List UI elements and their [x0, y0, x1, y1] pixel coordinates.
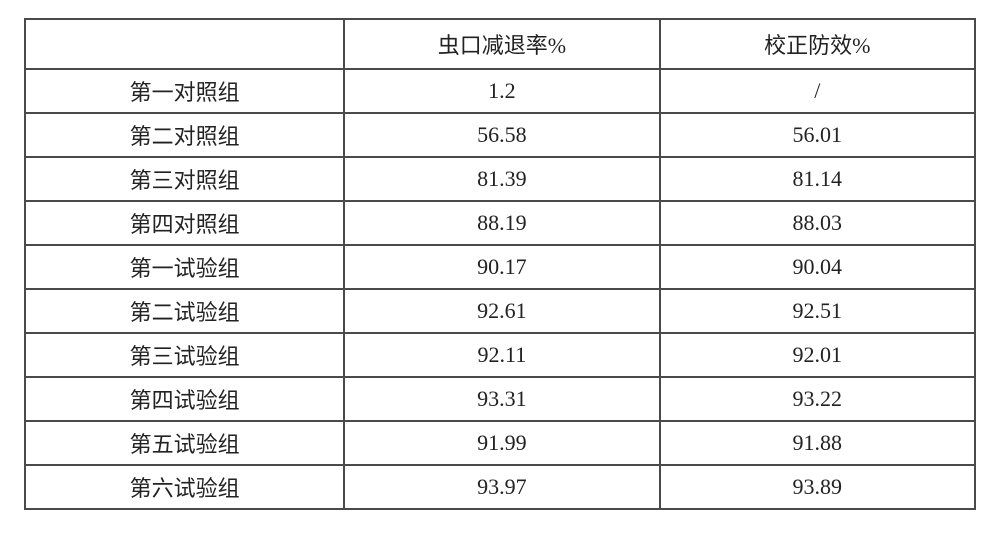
cell-effect: 88.03	[660, 201, 975, 245]
cell-rate: 91.99	[344, 421, 659, 465]
table-row: 第三试验组 92.11 92.01	[25, 333, 975, 377]
cell-effect: 91.88	[660, 421, 975, 465]
cell-rate: 93.31	[344, 377, 659, 421]
table-row: 第四对照组 88.19 88.03	[25, 201, 975, 245]
table-row: 第一试验组 90.17 90.04	[25, 245, 975, 289]
data-table: 虫口减退率% 校正防效% 第一对照组 1.2 / 第二对照组 56.58 56.…	[24, 18, 976, 510]
cell-effect: 81.14	[660, 157, 975, 201]
cell-effect: 90.04	[660, 245, 975, 289]
cell-rate: 88.19	[344, 201, 659, 245]
cell-rate: 92.61	[344, 289, 659, 333]
cell-effect: 93.89	[660, 465, 975, 509]
table-header-row: 虫口减退率% 校正防效%	[25, 19, 975, 69]
cell-rate: 92.11	[344, 333, 659, 377]
table-row: 第五试验组 91.99 91.88	[25, 421, 975, 465]
cell-group: 第二对照组	[25, 113, 344, 157]
cell-group: 第一试验组	[25, 245, 344, 289]
cell-group: 第六试验组	[25, 465, 344, 509]
cell-effect: 92.01	[660, 333, 975, 377]
cell-group: 第三试验组	[25, 333, 344, 377]
cell-effect: /	[660, 69, 975, 113]
cell-rate: 90.17	[344, 245, 659, 289]
cell-rate: 1.2	[344, 69, 659, 113]
cell-group: 第五试验组	[25, 421, 344, 465]
table-row: 第二试验组 92.61 92.51	[25, 289, 975, 333]
table-row: 第六试验组 93.97 93.89	[25, 465, 975, 509]
col-header-rate: 虫口减退率%	[344, 19, 659, 69]
cell-group: 第四试验组	[25, 377, 344, 421]
cell-rate: 56.58	[344, 113, 659, 157]
col-header-group	[25, 19, 344, 69]
cell-effect: 56.01	[660, 113, 975, 157]
cell-effect: 92.51	[660, 289, 975, 333]
cell-group: 第三对照组	[25, 157, 344, 201]
cell-group: 第二试验组	[25, 289, 344, 333]
cell-effect: 93.22	[660, 377, 975, 421]
table-row: 第二对照组 56.58 56.01	[25, 113, 975, 157]
cell-group: 第四对照组	[25, 201, 344, 245]
table-row: 第四试验组 93.31 93.22	[25, 377, 975, 421]
table-row: 第三对照组 81.39 81.14	[25, 157, 975, 201]
table-row: 第一对照组 1.2 /	[25, 69, 975, 113]
cell-group: 第一对照组	[25, 69, 344, 113]
data-table-container: 虫口减退率% 校正防效% 第一对照组 1.2 / 第二对照组 56.58 56.…	[0, 0, 1000, 528]
col-header-effect: 校正防效%	[660, 19, 975, 69]
cell-rate: 93.97	[344, 465, 659, 509]
cell-rate: 81.39	[344, 157, 659, 201]
